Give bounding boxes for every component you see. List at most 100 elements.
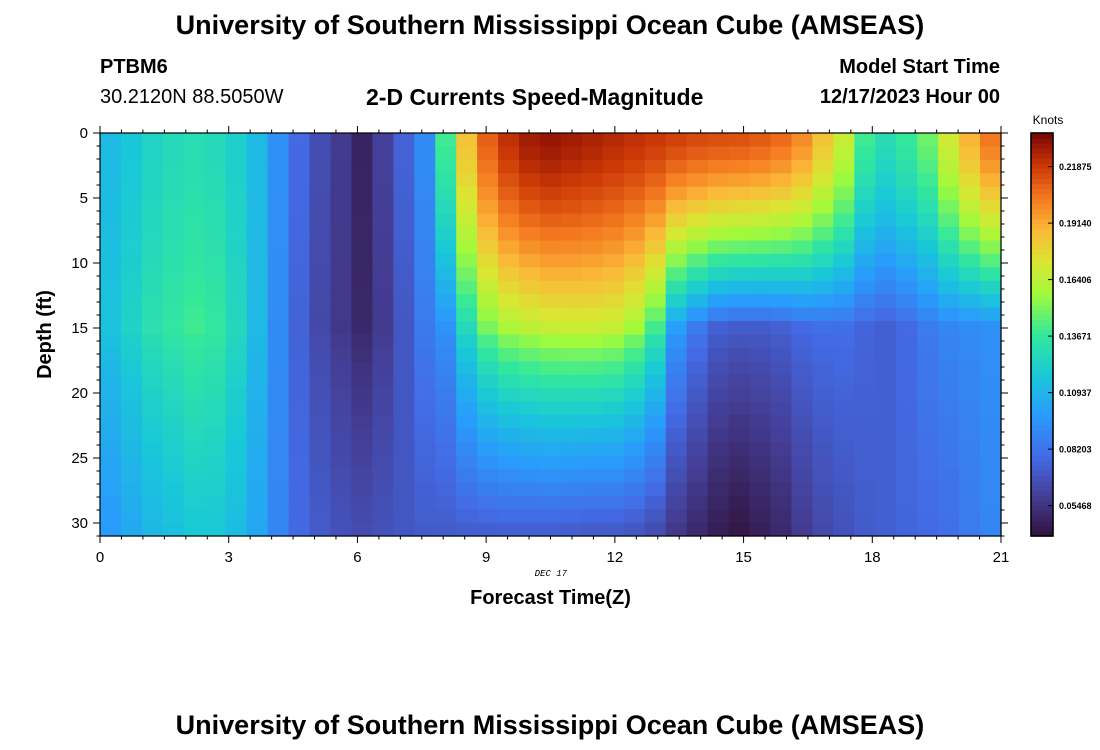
heatmap-cell <box>707 334 730 349</box>
heatmap-cell <box>560 173 583 188</box>
colorbar-tick-label: 0.21875 <box>1059 162 1092 172</box>
heatmap-cell <box>938 186 960 201</box>
heatmap-cell <box>917 441 939 456</box>
heatmap-cell <box>749 253 772 268</box>
colorbar-band <box>1031 143 1053 149</box>
heatmap-cell <box>456 495 478 510</box>
heatmap-cell <box>162 213 185 228</box>
heatmap-cell <box>833 307 855 322</box>
heatmap-cell <box>623 159 646 174</box>
heatmap-cell <box>309 213 332 228</box>
heatmap-cell <box>309 321 332 336</box>
heatmap-cell <box>120 213 143 228</box>
heatmap-cell <box>498 294 520 309</box>
heatmap-cell <box>519 495 541 510</box>
heatmap-cell <box>225 388 248 403</box>
heatmap-cell <box>770 361 793 376</box>
heatmap-cell <box>141 267 164 282</box>
heatmap-cell <box>288 159 311 174</box>
heatmap-cell <box>372 294 394 309</box>
heatmap-cell <box>477 186 499 201</box>
heatmap-cell <box>225 227 248 242</box>
heatmap-cell <box>393 401 415 416</box>
heatmap-cell <box>917 173 939 188</box>
heatmap-cell <box>581 294 604 309</box>
heatmap-cell <box>938 213 960 228</box>
heatmap-cell <box>183 415 206 430</box>
heatmap-cell <box>414 522 436 537</box>
heatmap-cell <box>456 441 478 456</box>
heatmap-cell <box>686 200 709 215</box>
heatmap-cell <box>120 240 143 255</box>
heatmap-cell <box>560 347 583 362</box>
heatmap-cell <box>917 347 939 362</box>
heatmap-cell <box>707 159 730 174</box>
heatmap-cell <box>812 267 834 282</box>
heatmap-cell <box>120 200 143 215</box>
heatmap-cell <box>183 428 206 443</box>
heatmap-cell <box>498 253 520 268</box>
colorbar-band <box>1031 183 1053 190</box>
heatmap-cell <box>938 401 960 416</box>
heatmap-cell <box>288 307 311 322</box>
heatmap-cell <box>581 227 604 242</box>
heatmap-cell <box>351 415 373 430</box>
y-axis-label: Depth (ft) <box>34 290 56 379</box>
heatmap-cell <box>288 415 311 430</box>
heatmap-cell <box>330 213 353 228</box>
x-tick-label: 21 <box>993 549 1010 566</box>
heatmap-cell <box>917 509 939 524</box>
heatmap-cell <box>393 200 415 215</box>
heatmap-cell <box>602 213 625 228</box>
heatmap-cell <box>581 361 604 376</box>
chart-subtitle: 2-D Currents Speed-Magnitude <box>366 84 704 110</box>
heatmap-cell <box>728 522 751 537</box>
heatmap-cell <box>959 159 981 174</box>
heatmap-cell <box>581 509 604 524</box>
heatmap-cell <box>581 441 604 456</box>
heatmap-cell <box>204 401 227 416</box>
heatmap-cell <box>246 509 269 524</box>
heatmap-cell <box>665 253 688 268</box>
heatmap-cell <box>120 415 143 430</box>
heatmap-cell <box>372 455 394 470</box>
heatmap-cell <box>477 374 499 389</box>
heatmap-cell <box>980 213 1002 228</box>
colorbar-band <box>1031 269 1053 275</box>
heatmap-cell <box>581 200 604 215</box>
colorbar-band <box>1031 520 1053 527</box>
heatmap-cell <box>812 468 834 483</box>
heatmap-cell <box>519 307 541 322</box>
heatmap-cell <box>141 294 164 309</box>
heatmap-cell <box>288 200 311 215</box>
colorbar-band <box>1031 138 1053 144</box>
heatmap-cell <box>917 401 939 416</box>
heatmap-cell <box>351 240 373 255</box>
heatmap-cell <box>246 227 269 242</box>
heatmap-cell <box>833 401 855 416</box>
heatmap-cell <box>540 146 562 161</box>
heatmap-cell <box>854 495 876 510</box>
heatmap-cell <box>414 428 436 443</box>
heatmap-cell <box>141 415 164 430</box>
heatmap-cell <box>959 280 981 295</box>
heatmap-cell <box>498 186 520 201</box>
heatmap-cell <box>728 173 751 188</box>
heatmap-cell <box>875 441 897 456</box>
heatmap-cell <box>414 307 436 322</box>
heatmap-cell <box>560 455 583 470</box>
heatmap-cell <box>120 428 143 443</box>
heatmap-cell <box>791 227 814 242</box>
colorbar-band <box>1031 158 1053 164</box>
heatmap-cell <box>477 509 499 524</box>
heatmap-cell <box>393 495 415 510</box>
colorbar-band <box>1031 329 1053 336</box>
heatmap-cell <box>875 415 897 430</box>
heatmap-cell <box>351 482 373 497</box>
heatmap-cell <box>225 468 248 483</box>
heatmap-cell <box>456 401 478 416</box>
heatmap-cell <box>896 428 918 443</box>
heatmap-cell <box>581 468 604 483</box>
heatmap-cell <box>393 253 415 268</box>
heatmap-cell <box>456 200 478 215</box>
